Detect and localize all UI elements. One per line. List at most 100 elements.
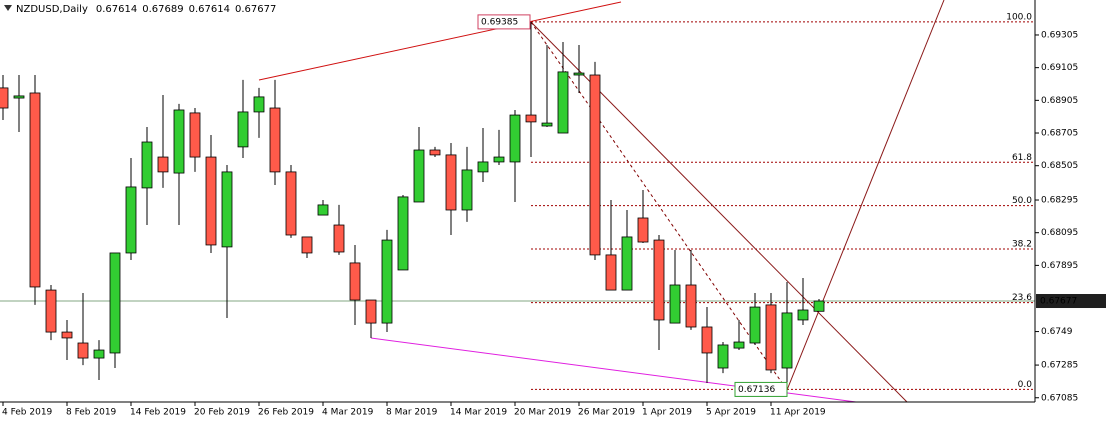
fib-level-label: 23.6: [1012, 293, 1032, 303]
header-icon: [4, 5, 12, 11]
candle-body: [813, 300, 825, 312]
y-tick-label: 0.68705: [1041, 129, 1078, 139]
swing-low-box: [734, 381, 788, 397]
fib-connector: [530, 21, 788, 391]
candle-body: [717, 344, 729, 369]
x-tick-label: 5 Apr 2019: [706, 408, 756, 418]
candle-body: [0, 87, 9, 109]
labels-layer: 0.69305 0.69105 0.68905 0.68705 0.68505 0.682…: [2, 12, 1106, 418]
x-tick-label: 8 Feb 2019: [66, 408, 117, 418]
candle-body: [669, 284, 681, 324]
candle-body: [509, 114, 521, 163]
x-tick-label: 8 Mar 2019: [386, 408, 438, 418]
y-tick-label: 0.67285: [1041, 361, 1078, 371]
x-tick-label: 4 Mar 2019: [322, 408, 374, 418]
fib-level-label: 100.0: [1006, 12, 1032, 22]
candle-body: [653, 239, 665, 321]
y-tick-label: 0.69305: [1041, 30, 1078, 40]
candle-body: [733, 341, 745, 349]
candle-body: [413, 149, 425, 203]
swing-high-box: [477, 14, 531, 30]
candle-body: [141, 141, 153, 189]
swing-low-label: 0.67136: [738, 385, 775, 395]
candle-body: [573, 72, 585, 76]
candle-body: [205, 156, 217, 246]
candle-body: [605, 254, 617, 291]
channel-line: [258, 1, 622, 81]
header: NZDUSD,Daily: [4, 4, 88, 15]
candle-body: [797, 309, 809, 321]
x-tick-label: 14 Mar 2019: [450, 408, 507, 418]
y-tick-label: 0.68505: [1041, 161, 1078, 171]
candle-body: [189, 112, 201, 158]
candle-body: [157, 156, 169, 173]
symbol-title: NZDUSD,Daily: [16, 4, 88, 15]
candle-body: [93, 349, 105, 359]
candle-body: [749, 306, 761, 344]
candle-body: [45, 289, 57, 333]
trend-line: [786, 0, 945, 391]
fib-level-label: 38.2: [1012, 240, 1032, 250]
header-close: 0.67677: [235, 4, 276, 15]
candle-body: [333, 224, 345, 253]
y-tick-label: 0.67085: [1041, 393, 1078, 403]
header-low: 0.67614: [189, 4, 230, 15]
x-tick-label: 14 Feb 2019: [130, 408, 186, 418]
swing-high-label: 0.69385: [481, 17, 518, 27]
candle-body: [29, 92, 41, 288]
x-tick-label: 20 Mar 2019: [514, 408, 571, 418]
y-tick-label: 0.6749: [1041, 327, 1073, 337]
candle-body: [685, 284, 697, 328]
candle-body: [477, 161, 489, 173]
candle-body: [77, 342, 89, 359]
x-tick-label: 26 Feb 2019: [258, 408, 314, 418]
candle-body: [493, 156, 505, 163]
candle-body: [381, 239, 393, 324]
candle-body: [765, 304, 777, 371]
fib-level-label: 61.8: [1012, 153, 1032, 163]
fib-level-label: 0.0: [1018, 380, 1033, 390]
x-tick-label: 26 Mar 2019: [578, 408, 635, 418]
candle-body: [365, 299, 377, 324]
candle-body: [237, 111, 249, 148]
current-price-label: 0.67677: [1040, 297, 1077, 307]
candle-body: [429, 149, 441, 156]
candle-body: [109, 252, 121, 354]
candle-body: [221, 171, 233, 248]
candle-body: [445, 154, 457, 211]
candle-body: [317, 204, 329, 216]
candle-body: [637, 217, 649, 243]
header-high: 0.67689: [142, 4, 183, 15]
candle-body: [13, 95, 25, 99]
x-tick-label: 11 Apr 2019: [770, 408, 826, 418]
candle-body: [61, 331, 73, 339]
candle-body: [269, 107, 281, 173]
candle-body: [557, 71, 569, 134]
candle-body: [125, 186, 137, 254]
candles-layer: [0, 21, 825, 390]
candle-body: [285, 171, 297, 236]
candle-body: [397, 196, 409, 271]
y-tick-label: 0.67895: [1041, 261, 1078, 271]
current-price-box: [1036, 294, 1106, 309]
candle-body: [301, 236, 313, 254]
candle-body: [781, 312, 793, 369]
candle-body: [349, 262, 361, 301]
fib-level-label: 50.0: [1012, 196, 1032, 206]
candle-body: [461, 169, 473, 211]
y-tick-label: 0.68905: [1041, 96, 1078, 106]
candle-body: [621, 236, 633, 291]
x-tick-label: 1 Apr 2019: [642, 408, 692, 418]
candle-body: [541, 122, 553, 127]
header-open: 0.67614: [96, 4, 137, 15]
x-tick-label: 20 Feb 2019: [194, 408, 250, 418]
x-tick-label: 4 Feb 2019: [2, 408, 53, 418]
candle-body: [701, 326, 713, 354]
candle-body: [589, 74, 601, 256]
y-tick-label: 0.69105: [1041, 63, 1078, 73]
candle-body: [253, 96, 265, 113]
candle-body: [525, 114, 537, 123]
y-tick-label: 0.68095: [1041, 228, 1078, 238]
